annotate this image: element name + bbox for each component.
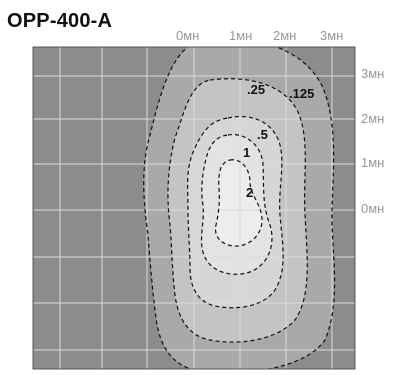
contour-1 bbox=[200, 134, 273, 275]
contour-label-2: 2 bbox=[246, 185, 253, 200]
contour-0125 bbox=[143, 47, 336, 369]
diagram-title: OPP-400-A bbox=[7, 10, 113, 32]
contour-label-025: .25 bbox=[247, 82, 265, 97]
contour-label-1: 1 bbox=[243, 145, 250, 160]
top-axis-label-0: 0мн bbox=[176, 28, 200, 43]
top-axis-label-1: 1мн bbox=[229, 28, 253, 43]
contour-2 bbox=[214, 159, 263, 247]
right-axis-label-1: 2мн bbox=[361, 111, 385, 126]
top-axis-label-3: 3мн bbox=[320, 28, 344, 43]
contour-label-0125: .125 bbox=[289, 86, 314, 101]
top-axis-label-2: 2мн bbox=[273, 28, 297, 43]
contour-05 bbox=[186, 116, 284, 309]
contour-label-05: .5 bbox=[257, 127, 268, 142]
right-axis-label-0: 3мн bbox=[361, 66, 385, 81]
right-axis-label-3: 0мн bbox=[361, 201, 385, 216]
grid-lines bbox=[33, 47, 355, 369]
right-axis-label-2: 1мн bbox=[361, 155, 385, 170]
plot-frame bbox=[32, 46, 356, 370]
contour-lines bbox=[143, 47, 336, 369]
level-2-region bbox=[215, 159, 262, 247]
